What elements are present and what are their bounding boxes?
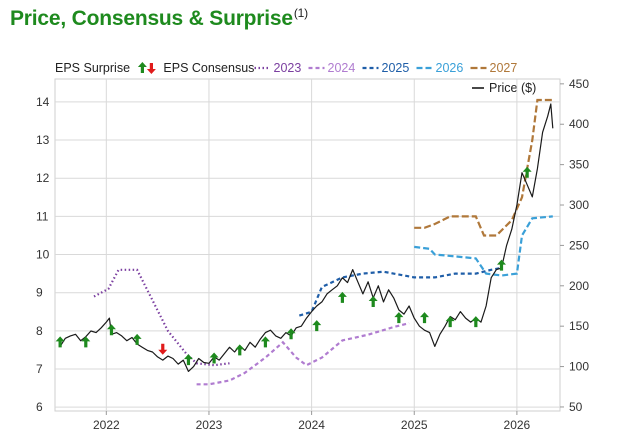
arrow-shape	[337, 291, 347, 303]
legend-price-label: Price ($)	[489, 81, 536, 95]
arrow-shape	[471, 316, 481, 328]
y-right-tick: 150	[569, 319, 589, 333]
surprise-up-arrow-icon	[260, 336, 270, 348]
surprise-down-arrow-icon	[158, 343, 168, 355]
series	[59, 98, 554, 386]
arrow-shape	[235, 344, 245, 356]
arrow-shape	[209, 352, 219, 364]
consensus-line-2025	[298, 266, 502, 317]
chart-title: Price, Consensus & Surprise(1)	[10, 6, 308, 31]
axes: 6 7 8 9 10 11 12 13 14 50 100 150 200 250 300 350 400 450…	[36, 77, 589, 432]
arrow-shape	[146, 63, 156, 74]
surprise-up-arrow-icon	[209, 352, 219, 364]
legend-label-2024: 2024	[328, 61, 356, 75]
y-right-tick: 50	[569, 400, 583, 414]
legend-eps-consensus: EPS Consensus	[163, 61, 254, 75]
y-left-tick: 13	[36, 133, 50, 147]
arrow-shape	[132, 333, 142, 345]
surprise-up-arrow-icon	[522, 166, 532, 178]
arrow-shape	[158, 343, 168, 355]
surprise-up-arrow-icon	[235, 344, 245, 356]
consensus-line-2027	[414, 98, 553, 237]
surprise-up-arrow-icon	[420, 312, 430, 324]
consensus-line-2023	[93, 268, 230, 367]
y-right-tick: 300	[569, 198, 589, 212]
plot-frame	[54, 78, 561, 412]
y-left-tick: 11	[36, 209, 49, 223]
consensus-line-2024	[196, 322, 410, 386]
y-right-tick: 200	[569, 279, 589, 293]
x-tick: 2024	[298, 418, 325, 432]
legend-eps-surprise: EPS Surprise	[55, 61, 130, 75]
x-tick: 2025	[401, 418, 428, 432]
surprise-up-arrow-icon	[496, 259, 506, 271]
surprise-down-arrow-icon	[146, 63, 156, 74]
y-left-tick: 9	[36, 286, 43, 300]
y-right-tick: 450	[569, 77, 589, 91]
y-right-tick: 100	[569, 360, 589, 374]
surprise-up-arrow-icon	[337, 291, 347, 303]
arrow-shape	[137, 62, 147, 73]
arrow-shape	[286, 328, 296, 340]
surprise-up-arrow-icon	[81, 336, 91, 348]
y-right-tick: 350	[569, 158, 589, 172]
surprise-up-arrow-icon	[471, 316, 481, 328]
surprise-up-arrow-icon	[286, 328, 296, 340]
arrow-shape	[368, 295, 378, 307]
arrow-shape	[522, 166, 532, 178]
legend: EPS Surprise EPS Consensus 2023 2024 2025 202…	[55, 61, 536, 95]
surprise-up-arrow-icon	[137, 62, 147, 73]
legend-label-2027: 2027	[490, 61, 518, 75]
y-right-tick: 400	[569, 117, 589, 131]
grid	[54, 78, 561, 412]
arrow-shape	[106, 324, 116, 336]
arrow-shape	[312, 320, 322, 332]
y-left-tick: 14	[36, 95, 50, 109]
surprise-up-arrow-icon	[55, 336, 65, 348]
surprise-up-arrow-icon	[445, 316, 455, 328]
arrow-shape	[445, 316, 455, 328]
chart-title-text: Price, Consensus & Surprise	[10, 7, 293, 30]
y-left-tick: 7	[36, 362, 43, 376]
y-left-tick: 6	[36, 400, 43, 414]
x-tick: 2023	[196, 418, 223, 432]
y-left-tick: 8	[36, 324, 43, 338]
legend-label-2023: 2023	[274, 61, 302, 75]
surprise-up-arrow-icon	[312, 320, 322, 332]
surprise-up-arrow-icon	[106, 324, 116, 336]
arrow-shape	[420, 312, 430, 324]
legend-label-2025: 2025	[382, 61, 410, 75]
arrow-shape	[496, 259, 506, 271]
surprise-up-arrow-icon	[183, 354, 193, 366]
arrow-shape	[55, 336, 65, 348]
legend-label-2026: 2026	[436, 61, 464, 75]
surprise-up-arrow-icon	[394, 312, 404, 324]
y-right-tick: 250	[569, 238, 589, 252]
x-tick: 2026	[504, 418, 531, 432]
y-left-tick: 12	[36, 171, 50, 185]
arrow-shape	[183, 354, 193, 366]
x-tick: 2022	[93, 418, 120, 432]
arrow-shape	[81, 336, 91, 348]
arrow-shape	[260, 336, 270, 348]
y-left-tick: 10	[36, 248, 50, 262]
arrow-shape	[394, 312, 404, 324]
surprise-up-arrow-icon	[368, 295, 378, 307]
consensus-line-2026	[414, 215, 553, 277]
surprise-markers	[55, 166, 532, 366]
title-footnote: (1)	[293, 6, 308, 20]
surprise-up-arrow-icon	[132, 333, 142, 345]
